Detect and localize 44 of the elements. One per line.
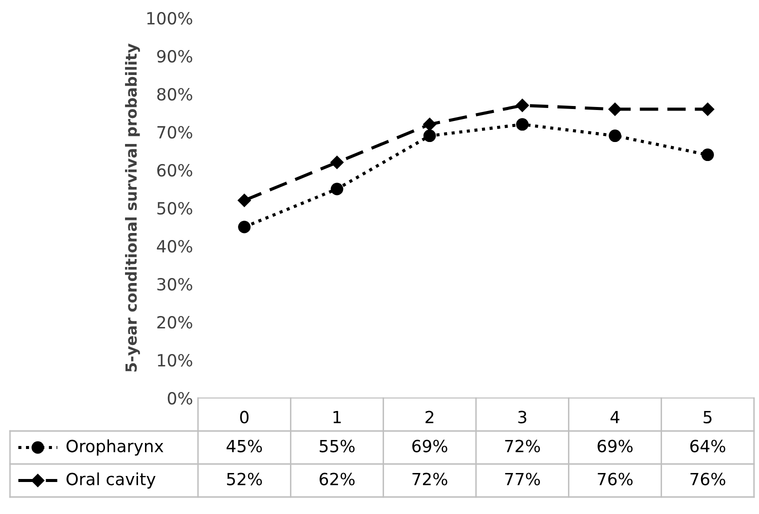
data-label: 69% — [598, 440, 633, 452]
data-label: 62% — [320, 472, 355, 486]
point — [608, 130, 622, 142]
x-tick-label: 0 — [240, 410, 249, 424]
y-tick-label: 100% — [147, 12, 192, 25]
data-label: 77% — [505, 472, 540, 486]
point — [238, 220, 251, 234]
x-tick-label: 1 — [334, 411, 341, 424]
legend-label: Oropharynx — [66, 439, 164, 456]
y-tick-label: 40% — [156, 240, 192, 253]
y-axis-title: 5-year conditional survival probability — [125, 44, 140, 372]
point — [423, 130, 436, 142]
point — [701, 102, 714, 116]
point — [701, 148, 714, 162]
x-tick-label: 2 — [426, 410, 434, 424]
y-tick-label: 90% — [157, 50, 192, 63]
y-tick-label: 50% — [157, 202, 192, 215]
legend-label: Oral cavity — [66, 472, 156, 489]
x-tick-label: 5 — [704, 411, 712, 424]
data-label: 64% — [690, 440, 726, 452]
data-label: 69% — [412, 440, 448, 452]
data-label: 55% — [320, 440, 355, 452]
y-tick-label: 20% — [157, 316, 192, 329]
point — [516, 98, 529, 112]
data-label: 76% — [690, 472, 726, 486]
y-tick-label: 60% — [157, 164, 192, 177]
data-label: 72% — [505, 440, 540, 452]
y-tick-label: 70% — [157, 126, 192, 139]
point — [330, 156, 344, 169]
data-label: 76% — [598, 472, 633, 486]
y-tick-label: 80% — [157, 88, 192, 101]
data-label: 52% — [227, 472, 262, 486]
y-tick-label: 10% — [158, 354, 192, 367]
point — [516, 118, 529, 131]
x-tick-label: 4 — [610, 411, 620, 424]
point — [330, 182, 344, 196]
point — [423, 118, 436, 131]
point — [608, 102, 622, 116]
y-tick-label: 0% — [168, 392, 192, 405]
data-label: 72% — [412, 472, 448, 486]
y-tick-label: 30% — [157, 278, 192, 291]
point — [238, 194, 251, 207]
x-tick-label: 3 — [518, 410, 526, 424]
data-label: 45% — [226, 440, 262, 452]
